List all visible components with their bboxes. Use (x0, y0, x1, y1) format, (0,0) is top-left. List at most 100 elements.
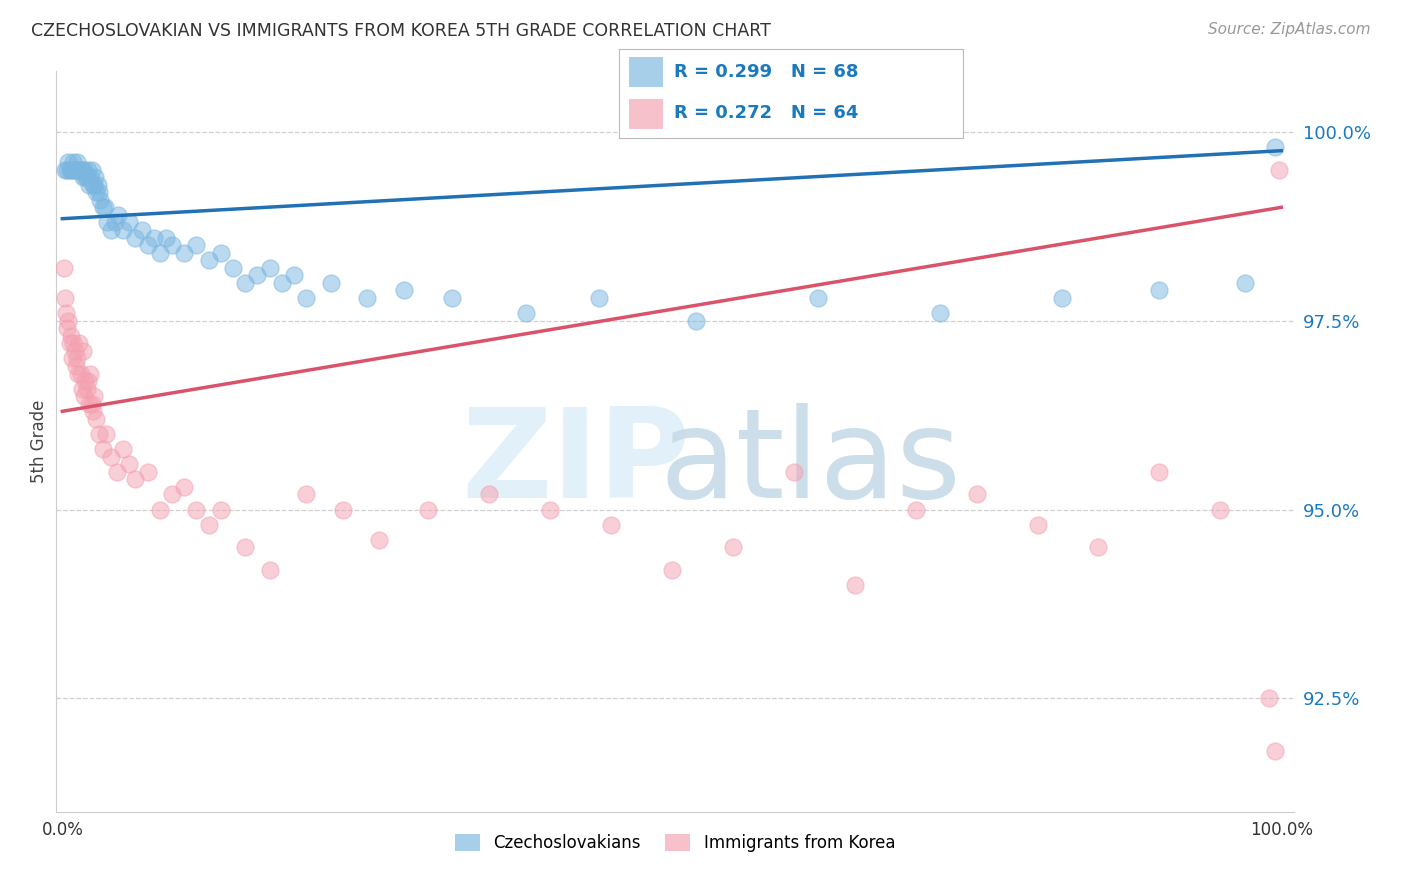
Point (53, 291, 76, 305)
Point (295, 291, 318, 305)
Point (186, 502, 208, 516)
Point (149, 502, 172, 516)
Point (107, 208, 129, 222)
Point (59, 328, 82, 343)
Point (1268, 162, 1291, 177)
Text: R = 0.272   N = 64: R = 0.272 N = 64 (673, 104, 858, 122)
Point (82, 178, 104, 192)
Point (112, 223, 135, 237)
Point (56, 162, 79, 177)
Point (65, 162, 87, 177)
Point (86, 186, 108, 200)
Point (515, 306, 537, 320)
Point (59, 162, 82, 177)
Point (87, 427, 110, 442)
Point (79, 367, 101, 381)
Point (84, 170, 107, 185)
Point (72, 343, 94, 358)
Point (118, 457, 141, 471)
Point (392, 284, 415, 298)
Point (67, 162, 90, 177)
Point (66, 351, 89, 366)
Point (79, 170, 101, 185)
Point (69, 367, 91, 381)
Point (1258, 691, 1281, 706)
Point (233, 276, 256, 290)
Point (332, 502, 354, 516)
Point (259, 563, 281, 577)
Point (136, 465, 159, 479)
Point (70, 382, 93, 396)
Point (86, 178, 108, 192)
Point (77, 397, 100, 411)
Point (77, 178, 100, 192)
Text: Source: ZipAtlas.com: Source: ZipAtlas.com (1208, 22, 1371, 37)
Point (1209, 502, 1232, 516)
Text: atlas: atlas (659, 403, 962, 524)
Point (83, 389, 105, 403)
Bar (628, 57, 664, 87)
Point (63, 162, 86, 177)
Point (929, 306, 952, 320)
Point (685, 313, 707, 327)
Point (783, 465, 806, 479)
Point (142, 230, 165, 244)
Point (441, 291, 464, 305)
Point (186, 238, 208, 252)
Text: R = 0.299   N = 68: R = 0.299 N = 68 (673, 63, 858, 81)
Point (1264, 140, 1286, 154)
Point (56, 321, 79, 335)
Point (89, 193, 111, 207)
Point (283, 268, 305, 283)
Bar (628, 99, 664, 129)
Point (124, 230, 146, 244)
Point (844, 578, 866, 592)
Point (70, 162, 93, 177)
Point (599, 517, 621, 532)
Point (233, 541, 256, 555)
Point (94, 200, 117, 214)
Point (721, 541, 744, 555)
Point (69, 162, 91, 177)
Point (155, 230, 177, 244)
Point (63, 343, 86, 358)
Point (131, 223, 153, 237)
Point (197, 517, 219, 532)
Point (173, 480, 195, 494)
Point (222, 260, 245, 275)
Point (416, 502, 439, 516)
Point (62, 336, 84, 351)
Point (72, 170, 94, 185)
Point (209, 245, 232, 260)
Point (77, 374, 100, 388)
Point (904, 502, 927, 516)
Point (112, 442, 135, 456)
Point (246, 268, 269, 283)
Point (160, 487, 183, 501)
Point (87, 186, 110, 200)
Point (83, 178, 105, 192)
Point (80, 162, 103, 177)
Point (538, 502, 561, 516)
Point (75, 374, 97, 388)
Point (77, 162, 100, 177)
Point (96, 215, 118, 229)
Point (588, 291, 610, 305)
Point (1149, 465, 1171, 479)
Point (966, 487, 988, 501)
Point (295, 487, 318, 501)
Point (807, 291, 830, 305)
Point (1050, 291, 1073, 305)
Point (67, 367, 90, 381)
Point (60, 351, 83, 366)
Point (1264, 744, 1286, 758)
Point (73, 162, 96, 177)
Point (55, 306, 77, 320)
Point (356, 291, 378, 305)
Point (478, 487, 501, 501)
Point (118, 215, 141, 229)
Point (60, 162, 83, 177)
Point (661, 563, 683, 577)
Text: ZIP: ZIP (461, 403, 690, 524)
Legend: Czechoslovakians, Immigrants from Korea: Czechoslovakians, Immigrants from Korea (449, 828, 901, 859)
